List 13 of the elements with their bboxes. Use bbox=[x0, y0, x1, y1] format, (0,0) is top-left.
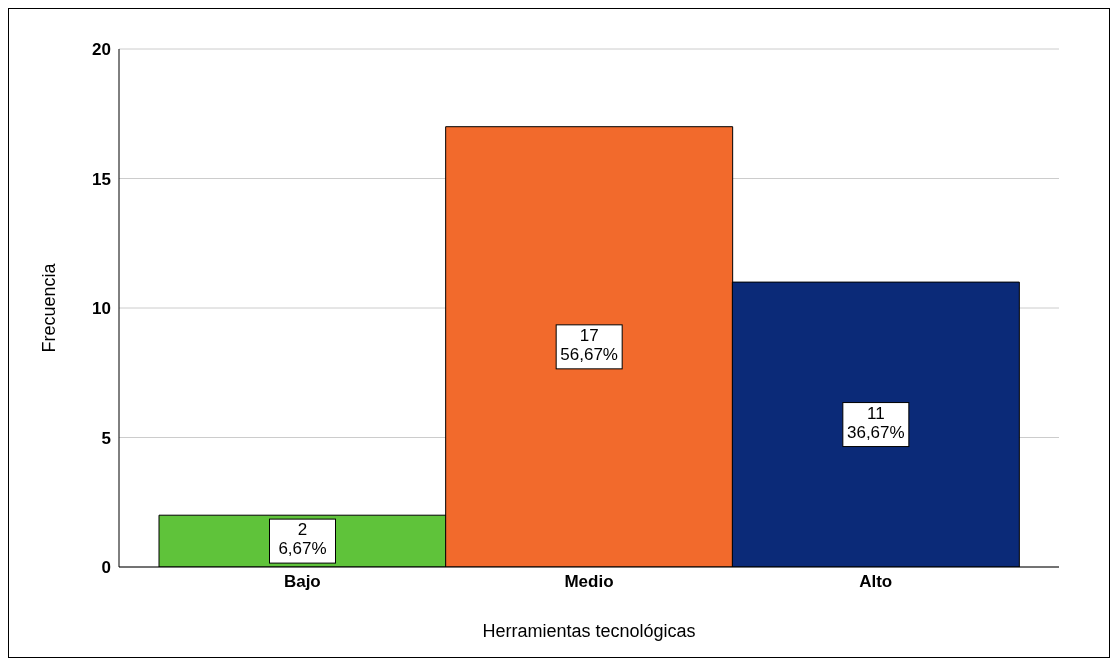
x-tick-label: Alto bbox=[859, 572, 893, 592]
y-tick-label: 20 bbox=[92, 40, 111, 60]
y-tick-label: 10 bbox=[92, 299, 111, 319]
data-label: 2 6,67% bbox=[278, 520, 327, 559]
data-label: 17 56,67% bbox=[560, 325, 618, 364]
x-tick-label: Medio bbox=[564, 572, 614, 592]
y-axis-title: Frecuencia bbox=[39, 262, 60, 353]
y-tick-label: 0 bbox=[101, 558, 111, 578]
y-tick-label: 5 bbox=[101, 428, 111, 448]
x-tick-label: Bajo bbox=[283, 572, 321, 592]
data-label: 11 36,67% bbox=[847, 403, 905, 442]
x-axis-title: Herramientas tecnológicas bbox=[482, 621, 696, 641]
y-tick-label: 15 bbox=[92, 169, 111, 189]
